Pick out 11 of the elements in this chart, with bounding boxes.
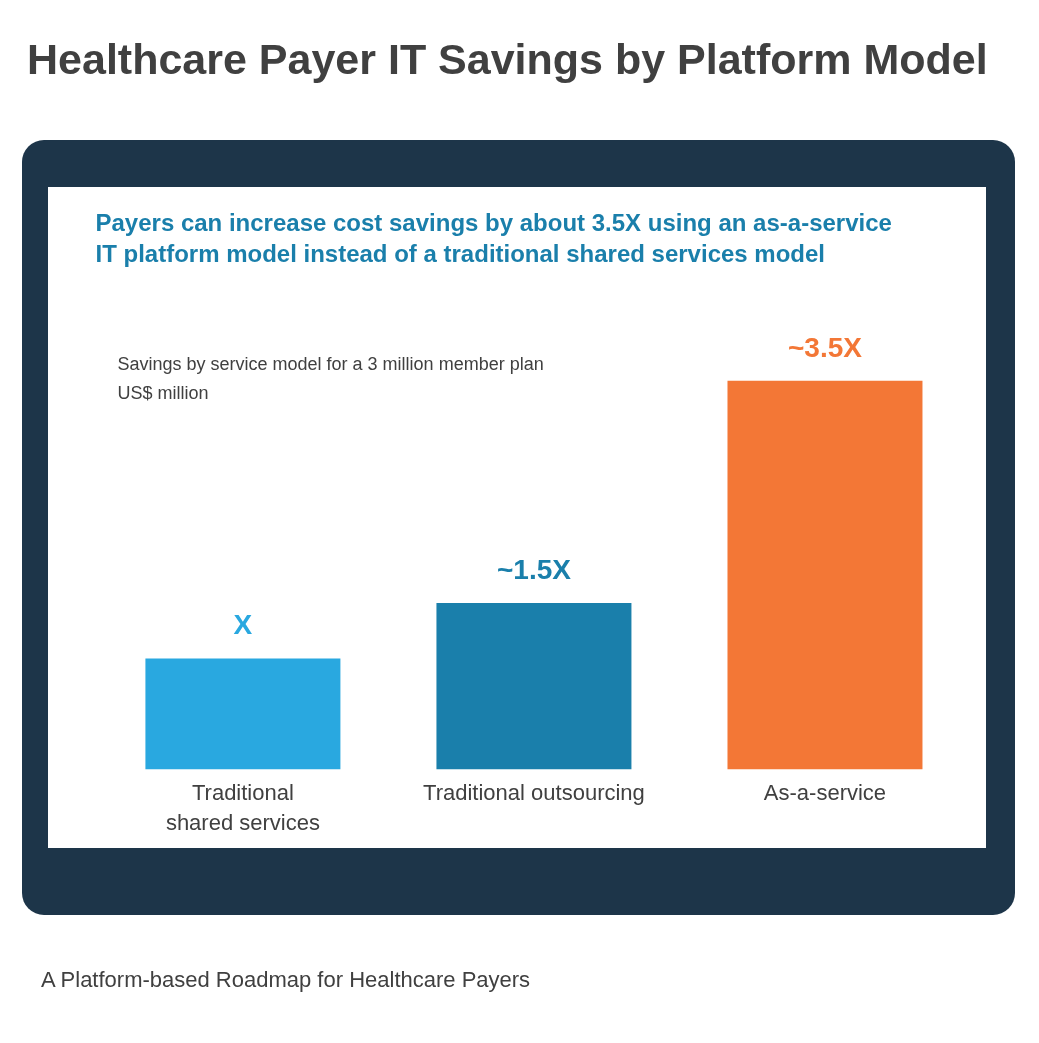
text: A Platform-based Roadmap for Healthcare Payers [41,966,531,994]
x-tick-label: Traditional shared services [165,779,320,835]
x-tick-label: As-a-service [763,779,887,805]
annotation: US$ million [117,382,209,403]
data-label: ~1.5X [496,553,572,585]
data-label: ~3.5X [788,331,863,363]
chart-title: Healthcare Payer IT Savings by Platform Model [27,34,988,85]
x-tick-label: Traditional outsourcing [423,779,645,805]
data-label: X [233,609,253,641]
chart-subtitle: Payers can increase cost savings by about 3.5X using an as-a-service IT platform model instead of a traditional shared services model [95,209,892,268]
text: Savings by service model for a 3 million member plan [117,353,544,374]
